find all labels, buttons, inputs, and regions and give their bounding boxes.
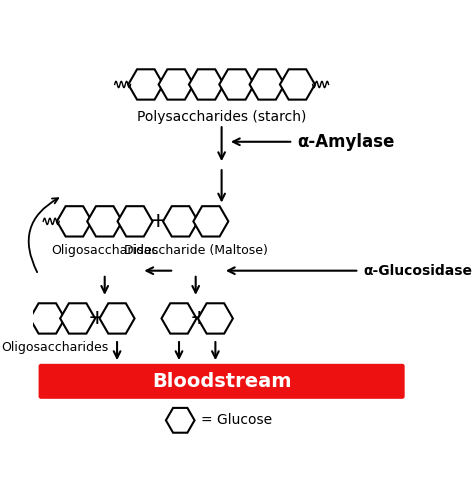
Text: Bloodstream: Bloodstream: [152, 372, 292, 391]
Polygon shape: [128, 70, 164, 100]
Text: α-Glucosidase: α-Glucosidase: [363, 264, 472, 278]
Text: Disaccharide (Maltose): Disaccharide (Maltose): [124, 244, 268, 256]
Text: +: +: [148, 212, 167, 232]
Text: Oligosaccharides: Oligosaccharides: [51, 244, 158, 256]
Polygon shape: [30, 304, 65, 334]
Text: Polysaccharides (starch): Polysaccharides (starch): [137, 110, 306, 124]
Polygon shape: [198, 304, 233, 334]
Polygon shape: [159, 70, 194, 100]
Text: +: +: [88, 308, 107, 328]
Polygon shape: [193, 206, 228, 236]
Polygon shape: [166, 408, 194, 432]
Polygon shape: [219, 70, 254, 100]
Polygon shape: [57, 206, 92, 236]
Polygon shape: [87, 206, 122, 236]
Polygon shape: [60, 304, 95, 334]
Polygon shape: [163, 206, 198, 236]
Text: = Glucose: = Glucose: [201, 414, 272, 428]
FancyBboxPatch shape: [38, 364, 405, 399]
Polygon shape: [118, 206, 153, 236]
Text: +: +: [190, 308, 208, 328]
Polygon shape: [100, 304, 135, 334]
Text: Oligosaccharides: Oligosaccharides: [1, 340, 108, 353]
Polygon shape: [250, 70, 284, 100]
Text: α-Amylase: α-Amylase: [297, 133, 394, 151]
Polygon shape: [162, 304, 197, 334]
Polygon shape: [189, 70, 224, 100]
Polygon shape: [280, 70, 315, 100]
